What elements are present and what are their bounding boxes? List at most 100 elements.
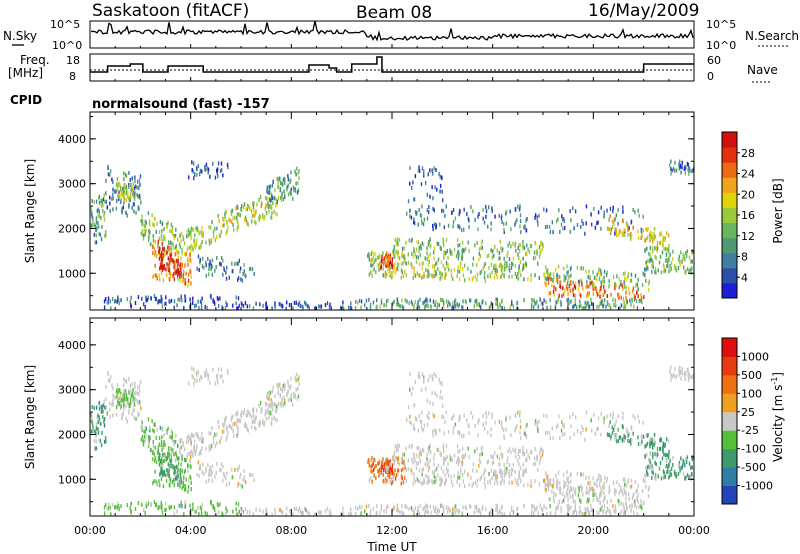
velocity-cell xyxy=(205,368,208,373)
power-cell xyxy=(525,252,527,257)
velocity-cell xyxy=(186,435,188,440)
velocity-cell xyxy=(457,456,459,461)
velocity-cell xyxy=(391,477,393,482)
power-cell xyxy=(109,201,111,206)
power-cell xyxy=(558,293,560,298)
velocity-cell xyxy=(180,477,182,482)
velocity-cell xyxy=(270,411,273,416)
velocity-cell xyxy=(463,413,465,418)
power-cell xyxy=(127,190,129,195)
velocity-cell xyxy=(236,411,239,416)
power-cell xyxy=(527,277,529,282)
power-cell xyxy=(254,213,256,218)
power-cell xyxy=(183,264,186,269)
power-cell xyxy=(220,167,223,172)
velocity-cell xyxy=(462,511,464,516)
power-cell xyxy=(517,245,520,250)
power-cell xyxy=(349,305,352,310)
velocity-cell xyxy=(632,493,634,498)
velocity-cell xyxy=(128,410,130,415)
power-cell xyxy=(629,233,631,238)
velocity-cell xyxy=(462,505,464,510)
velocity-cell xyxy=(452,507,454,512)
power-cell xyxy=(461,256,463,261)
velocity-cell xyxy=(503,462,505,467)
velocity-cell xyxy=(434,476,437,481)
power-cell xyxy=(278,302,281,307)
velocity-cell xyxy=(525,424,527,429)
velocity-cell xyxy=(115,405,118,410)
velocity-cell xyxy=(421,447,424,452)
power-cell xyxy=(672,166,675,171)
velocity-cell xyxy=(523,469,526,474)
velocity-cell xyxy=(360,511,362,516)
velocity-cell xyxy=(122,398,125,403)
velocity-cell xyxy=(556,478,558,483)
noise-tick-low-right: 10^0 xyxy=(706,39,736,52)
velocity-cell xyxy=(287,379,289,384)
velocity-cell xyxy=(630,478,633,483)
power-cell xyxy=(98,232,100,237)
velocity-cell xyxy=(165,501,167,506)
power-cell xyxy=(421,166,424,171)
velocity-cell xyxy=(622,425,624,430)
velocity-cell xyxy=(519,448,521,453)
velocity-cell xyxy=(625,496,627,501)
velocity-cell xyxy=(418,371,420,376)
power-cell xyxy=(280,197,283,202)
velocity-cell xyxy=(641,439,643,444)
velocity-cell xyxy=(589,480,591,485)
velocity-cell xyxy=(592,486,594,491)
power-cell xyxy=(199,168,202,173)
power-cell xyxy=(168,276,171,281)
power-cell xyxy=(399,304,401,309)
velocity-cell xyxy=(109,505,111,510)
velocity-cell xyxy=(283,387,286,392)
velocity-cell xyxy=(225,476,227,481)
velocity-cell xyxy=(285,512,287,517)
power-cell xyxy=(123,183,125,188)
velocity-cell xyxy=(290,376,292,381)
power-cell xyxy=(569,229,571,234)
power-cell xyxy=(517,271,519,276)
velocity-cell xyxy=(120,393,122,398)
power-cell xyxy=(499,262,502,267)
velocity-cell xyxy=(349,511,352,516)
power-cell xyxy=(627,274,629,279)
power-cell xyxy=(474,243,476,248)
velocity-cell xyxy=(328,511,331,516)
power-ylabel: Slant Range [km] xyxy=(23,159,37,263)
velocity-cell xyxy=(511,468,514,473)
velocity-cell xyxy=(654,452,656,457)
velocity-cell xyxy=(393,458,395,463)
power-cell xyxy=(222,272,224,277)
velocity-cell xyxy=(525,469,527,474)
velocity-cell xyxy=(468,424,470,429)
velocity-cell xyxy=(258,423,261,428)
velocity-cell xyxy=(590,507,593,512)
power-cell xyxy=(407,260,410,265)
power-cell xyxy=(613,303,615,308)
velocity-cell xyxy=(297,387,299,392)
velocity-cell xyxy=(572,510,574,515)
power-cell xyxy=(614,301,617,306)
velocity-cell xyxy=(462,473,464,478)
power-cell xyxy=(440,175,443,180)
power-cell xyxy=(432,227,434,232)
power-cell xyxy=(271,194,273,199)
velocity-cell xyxy=(290,398,292,403)
velocity-cell xyxy=(389,459,392,464)
velocity-cell xyxy=(252,419,255,424)
velocity-cell xyxy=(500,480,503,485)
power-cell xyxy=(141,222,143,227)
power-cell xyxy=(601,298,604,303)
power-cell xyxy=(109,209,111,214)
velocity-cell xyxy=(510,507,513,512)
power-cell xyxy=(447,300,450,305)
velocity-cell xyxy=(102,403,105,408)
velocity-cell xyxy=(551,484,554,489)
velocity-cell xyxy=(500,422,503,427)
velocity-cell xyxy=(427,416,430,421)
velocity-cell xyxy=(114,505,117,510)
